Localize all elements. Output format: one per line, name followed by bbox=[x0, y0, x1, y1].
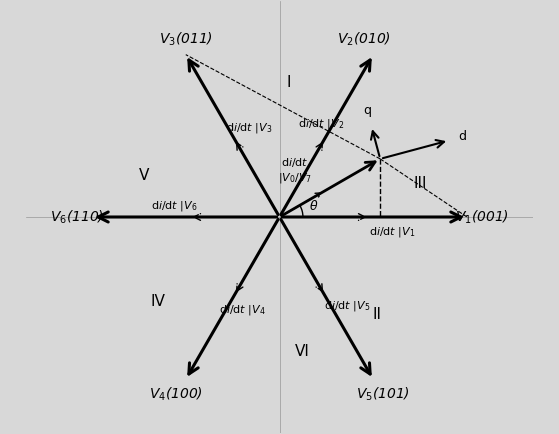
Text: $V_3$(011): $V_3$(011) bbox=[159, 31, 213, 48]
Text: q: q bbox=[364, 104, 372, 117]
Text: d$i$/d$t$ |$V_5$: d$i$/d$t$ |$V_5$ bbox=[324, 299, 370, 313]
Text: $V_6$(110): $V_6$(110) bbox=[50, 208, 104, 226]
Text: III: III bbox=[413, 176, 427, 191]
Text: d: d bbox=[458, 130, 466, 143]
Text: d$i$/d$t$ |$V_1$: d$i$/d$t$ |$V_1$ bbox=[369, 225, 415, 239]
Text: $V_2$(010): $V_2$(010) bbox=[337, 31, 391, 48]
Text: II: II bbox=[372, 307, 381, 322]
Text: d$i$/d$t$ |$V_3$: d$i$/d$t$ |$V_3$ bbox=[226, 121, 273, 135]
Text: d$i$/d$t$ |$V_4$: d$i$/d$t$ |$V_4$ bbox=[219, 303, 266, 317]
Text: V: V bbox=[139, 168, 150, 183]
Text: $V_4$(100): $V_4$(100) bbox=[149, 386, 203, 403]
Text: VI: VI bbox=[295, 345, 310, 359]
Text: $V_1$(001): $V_1$(001) bbox=[455, 208, 509, 226]
Text: $V_5$(101): $V_5$(101) bbox=[356, 386, 410, 403]
Text: IV: IV bbox=[150, 294, 165, 309]
Text: d$i$/d$t$
|$V_0$/$V_7$: d$i$/d$t$ |$V_0$/$V_7$ bbox=[278, 156, 312, 185]
Text: d$i$/d$t$ |$V_2$: d$i$/d$t$ |$V_2$ bbox=[297, 117, 344, 131]
Text: d$i$/d$t$ |$V_6$: d$i$/d$t$ |$V_6$ bbox=[151, 199, 198, 213]
Text: I: I bbox=[287, 75, 291, 89]
Text: $\theta$: $\theta$ bbox=[309, 199, 318, 213]
